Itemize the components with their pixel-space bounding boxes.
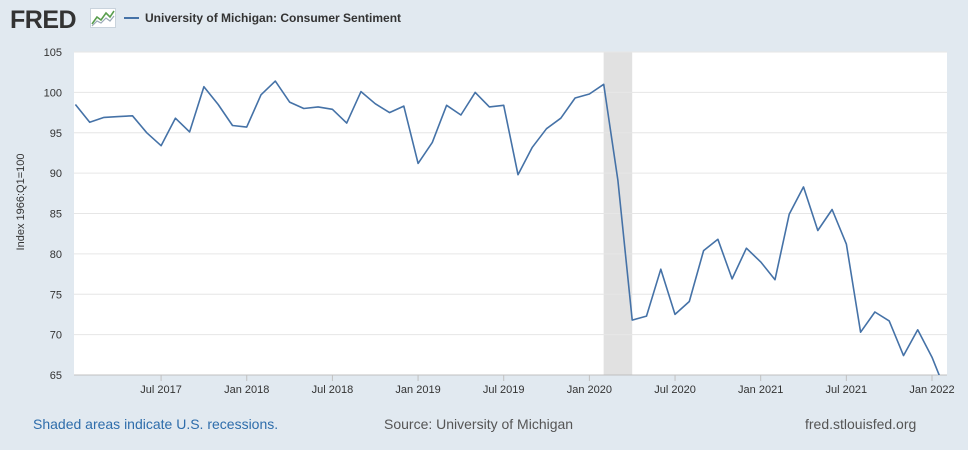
legend-label: University of Michigan: Consumer Sentime… [145,11,402,25]
x-tick-label: Jan 2018 [224,384,269,396]
chart-header: FRED University of Michigan: Consumer Se… [0,0,968,40]
x-tick-label: Jan 2020 [567,384,612,396]
grid-lines [74,51,947,376]
y-tick-label: 75 [50,289,62,301]
x-tick-label: Jan 2022 [909,384,954,396]
x-tick-label: Jul 2017 [140,384,182,396]
y-tick-label: 70 [50,330,62,342]
y-axis-label: Index 1966:Q1=100 [15,154,27,251]
series-line [74,80,941,375]
x-tick-label: Jul 2018 [312,384,354,396]
fred-logo[interactable]: FRED [10,6,77,34]
y-tick-label: 100 [44,87,62,99]
x-tick-label: Jan 2019 [395,384,440,396]
x-tick-label: Jan 2021 [738,384,783,396]
site-link[interactable]: fred.stlouisfed.org [805,416,917,432]
line-graph-icon [90,8,116,28]
series-layer [74,80,941,375]
x-axis-ticks: Jul 2017 Jan 2018 Jul 2018 Jan 2019 Jul 2019… [140,375,955,396]
x-tick-label: Jul 2021 [826,384,868,396]
y-tick-label: 85 [50,209,62,221]
y-tick-label: 105 [44,47,62,59]
y-axis-ticks: 65 70 75 80 85 90 95 100 105 [44,47,62,382]
legend-swatch [124,17,139,19]
y-tick-label: 95 [50,128,62,140]
y-tick-label: 90 [50,168,62,180]
recession-note[interactable]: Shaded areas indicate U.S. recessions. [33,416,279,432]
chart-legend[interactable]: University of Michigan: Consumer Sentime… [124,11,401,25]
x-tick-label: Jul 2020 [654,384,696,396]
y-tick-label: 80 [50,249,62,261]
source-text: Source: University of Michigan [384,416,574,432]
x-tick-label: Jul 2019 [483,384,525,396]
y-tick-label: 65 [50,370,62,382]
